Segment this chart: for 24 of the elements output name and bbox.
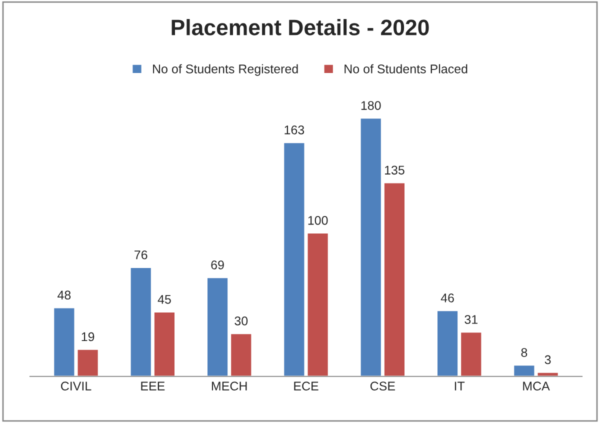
x-tick-label: ECE — [294, 382, 318, 391]
x-tick-label: CSE — [370, 382, 395, 391]
data-label: 30 — [234, 316, 248, 326]
data-label: 3 — [544, 355, 551, 364]
data-label: 45 — [158, 295, 171, 304]
x-tick-label: MCA — [523, 382, 550, 391]
data-label: 19 — [82, 332, 94, 342]
data-label: 180 — [361, 101, 381, 110]
data-label: 8 — [521, 348, 528, 357]
x-tick-label: CIVIL — [61, 382, 92, 391]
data-label: 135 — [385, 166, 404, 175]
data-label: 31 — [464, 315, 478, 324]
legend-label: No of Students Placed — [344, 64, 468, 74]
x-tick-label: EEE — [141, 382, 165, 390]
data-label: 69 — [211, 260, 224, 270]
x-tick-label: MECH — [212, 382, 247, 391]
data-label: 163 — [284, 126, 304, 134]
legend-label: No of Students Registered — [153, 64, 298, 76]
data-label: 46 — [440, 294, 454, 302]
data-label: 100 — [308, 216, 328, 225]
x-tick-label: IT — [454, 382, 465, 390]
data-label: 76 — [134, 250, 148, 260]
chart-title: Placement Details - 2020 — [172, 19, 429, 36]
data-label: 48 — [58, 290, 71, 300]
